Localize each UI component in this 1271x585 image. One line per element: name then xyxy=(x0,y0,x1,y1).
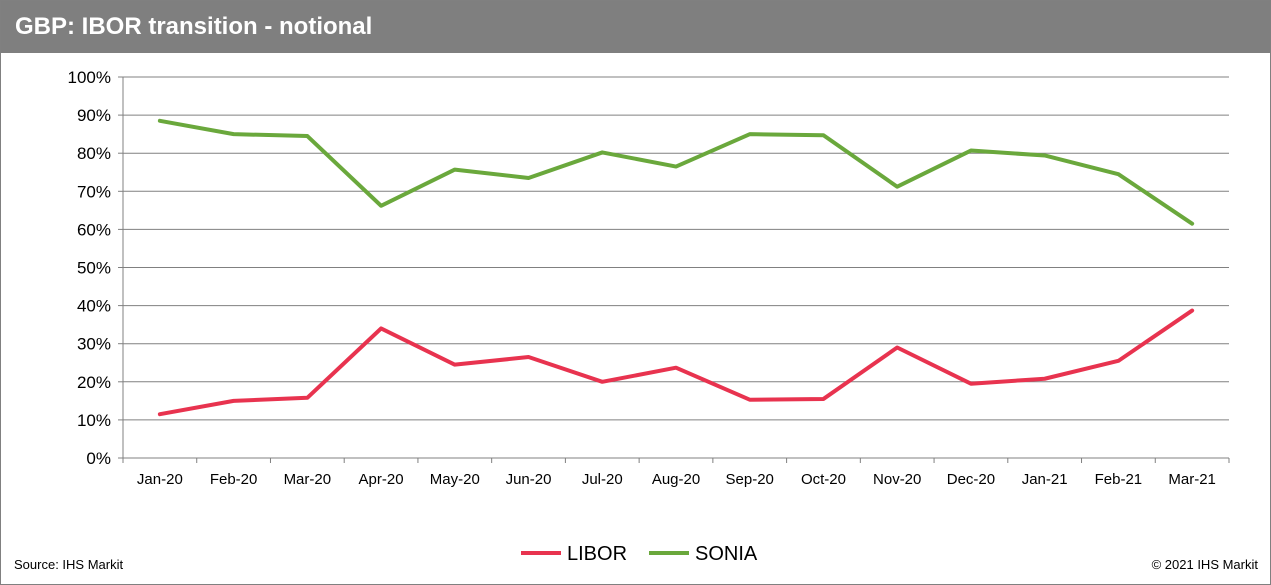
y-tick-label: 50% xyxy=(77,259,111,278)
x-tick-label: Apr-20 xyxy=(359,471,404,488)
y-tick-label: 20% xyxy=(77,373,111,392)
x-tick-label: Jul-20 xyxy=(582,471,623,488)
series-line-libor xyxy=(157,308,1195,417)
y-tick-label: 0% xyxy=(86,449,111,468)
series-line-sonia xyxy=(157,118,1195,226)
y-tick-label: 10% xyxy=(77,411,111,430)
y-tick-label: 70% xyxy=(77,182,111,201)
x-tick-label: Jan-20 xyxy=(137,471,183,488)
source-note: Source: IHS Markit xyxy=(14,557,124,572)
y-tick-label: 60% xyxy=(77,220,111,239)
chart-title: GBP: IBOR transition - notional xyxy=(15,13,373,40)
copyright-note: © 2021 IHS Markit xyxy=(1151,557,1258,572)
legend-label-libor: LIBOR xyxy=(567,543,627,565)
y-tick-label: 100% xyxy=(68,68,111,87)
x-tick-label: Aug-20 xyxy=(652,471,700,488)
y-tick-label: 90% xyxy=(77,106,111,125)
x-tick-label: Oct-20 xyxy=(801,471,846,488)
x-tick-label: Dec-20 xyxy=(947,471,995,488)
x-tick-label: Feb-21 xyxy=(1095,471,1143,488)
x-tick-label: Feb-20 xyxy=(210,471,258,488)
title-bar: GBP: IBOR transition - notional xyxy=(1,1,1270,53)
x-tick-label: May-20 xyxy=(430,471,480,488)
x-tick-label: Jun-20 xyxy=(506,471,552,488)
y-tick-label: 30% xyxy=(77,335,111,354)
x-tick-label: Sep-20 xyxy=(726,471,774,488)
x-tick-label: Mar-20 xyxy=(284,471,332,488)
y-tick-label: 40% xyxy=(77,297,111,316)
x-tick-label: Nov-20 xyxy=(873,471,921,488)
x-tick-label: Jan-21 xyxy=(1022,471,1068,488)
x-tick-label: Mar-21 xyxy=(1168,471,1216,488)
y-tick-label: 80% xyxy=(77,144,111,163)
legend-label-sonia: SONIA xyxy=(695,543,758,565)
